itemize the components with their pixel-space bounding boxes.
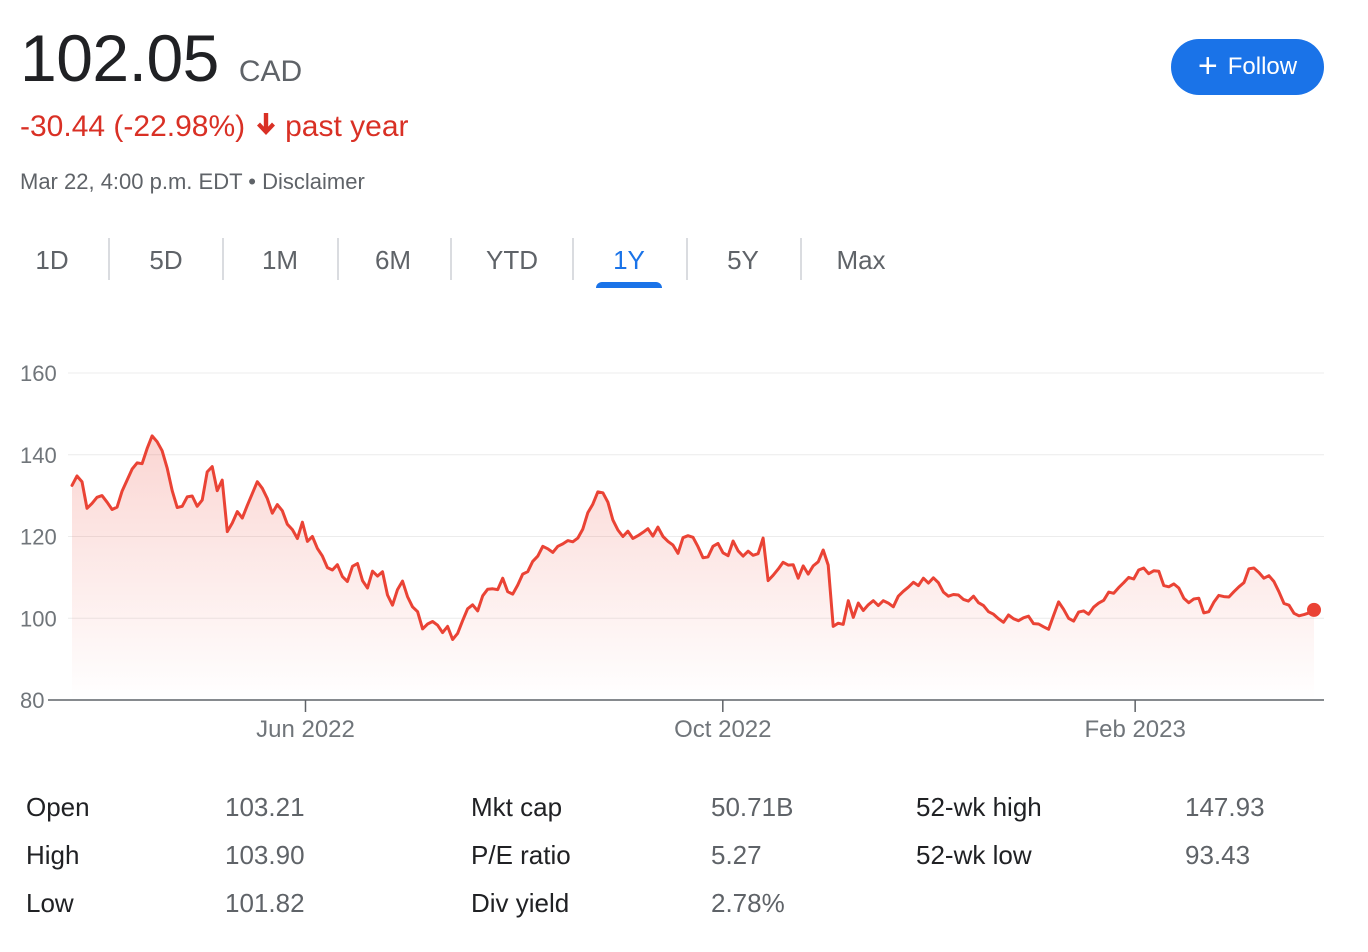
tab-ytd[interactable]: YTD (486, 244, 538, 275)
stat-value-pe-ratio: 5.27 (711, 840, 762, 870)
stat-value-low: 101.82 (225, 888, 305, 918)
disclaimer-link[interactable]: Disclaimer (262, 169, 365, 194)
tab-5y[interactable]: 5Y (727, 244, 759, 275)
y-tick-label: 80 (20, 688, 44, 713)
plus-icon: + (1197, 46, 1218, 85)
stat-value-mkt-cap: 50.71B (711, 792, 794, 822)
price-line (70, 434, 1316, 641)
stat-label-low: Low (26, 888, 74, 918)
arrow-down-icon (255, 110, 277, 144)
y-tick-label: 160 (20, 361, 57, 386)
y-tick-label: 140 (20, 443, 57, 468)
tab-divider (222, 238, 224, 280)
timestamp-text: Mar 22, 4:00 p.m. EDT (20, 169, 243, 194)
stat-value-high: 103.90 (225, 840, 305, 870)
change-amount: -30.44 (-22.98%) (20, 110, 246, 143)
tab-6m[interactable]: 6M (374, 244, 412, 275)
active-tab-indicator (596, 282, 662, 288)
tab-divider (686, 238, 688, 280)
key-stats: Open 103.21 High 103.90 Low 101.82 Mkt c… (0, 780, 1368, 930)
stat-label-52wk-low: 52-wk low (916, 840, 1032, 870)
separator-dot: • (248, 169, 256, 194)
stat-value-52wk-low: 93.43 (1185, 840, 1251, 870)
y-tick-label: 120 (20, 525, 57, 550)
tab-1y[interactable]: 1Y (596, 232, 662, 288)
current-price: 102.05 (20, 21, 219, 95)
price-change: -30.44 (-22.98%) past year (20, 110, 409, 144)
price-chart[interactable]: 160 140 120 100 80 Jun 2022 Oct 2022 Feb 2023 (0, 350, 1368, 750)
x-tick-label: Feb 2023 (1084, 716, 1185, 743)
tab-5d[interactable]: 5D (149, 244, 183, 275)
stat-label-mkt-cap: Mkt cap (471, 792, 563, 822)
tab-max[interactable]: Max (836, 244, 886, 275)
tab-1d[interactable]: 1D (35, 244, 69, 275)
follow-label: Follow (1227, 53, 1298, 80)
stat-label-pe-ratio: P/E ratio (471, 840, 571, 870)
stat-label-div-yield: Div yield (471, 888, 570, 918)
tab-divider (450, 238, 452, 280)
stat-value-open: 103.21 (225, 792, 305, 822)
current-price-marker (1307, 602, 1321, 617)
stat-label-high: High (26, 840, 80, 870)
currency-label: CAD (238, 55, 303, 88)
stat-value-div-yield: 2.78% (711, 888, 785, 918)
stat-value-52wk-high: 147.93 (1185, 792, 1265, 822)
follow-button[interactable]: + Follow (1171, 39, 1324, 95)
tab-divider (108, 238, 110, 280)
y-axis: 160 140 120 100 80 (20, 361, 57, 713)
tab-divider (800, 238, 802, 280)
x-tick-label: Oct 2022 (674, 716, 771, 743)
y-tick-label: 100 (20, 606, 57, 631)
stat-label-open: Open (26, 792, 90, 822)
price-area (72, 435, 1314, 700)
tab-1m[interactable]: 1M (261, 244, 299, 275)
stat-label-52wk-high: 52-wk high (916, 792, 1042, 822)
change-period: past year (285, 110, 409, 143)
x-tick-label: Jun 2022 (256, 716, 355, 743)
quote-timestamp: Mar 22, 4:00 p.m. EDT • Disclaimer (20, 169, 365, 195)
x-axis: Jun 2022 Oct 2022 Feb 2023 (256, 700, 1186, 743)
price-header: 102.05 CAD (20, 22, 302, 94)
tab-divider (337, 238, 339, 280)
tab-divider (572, 238, 574, 280)
